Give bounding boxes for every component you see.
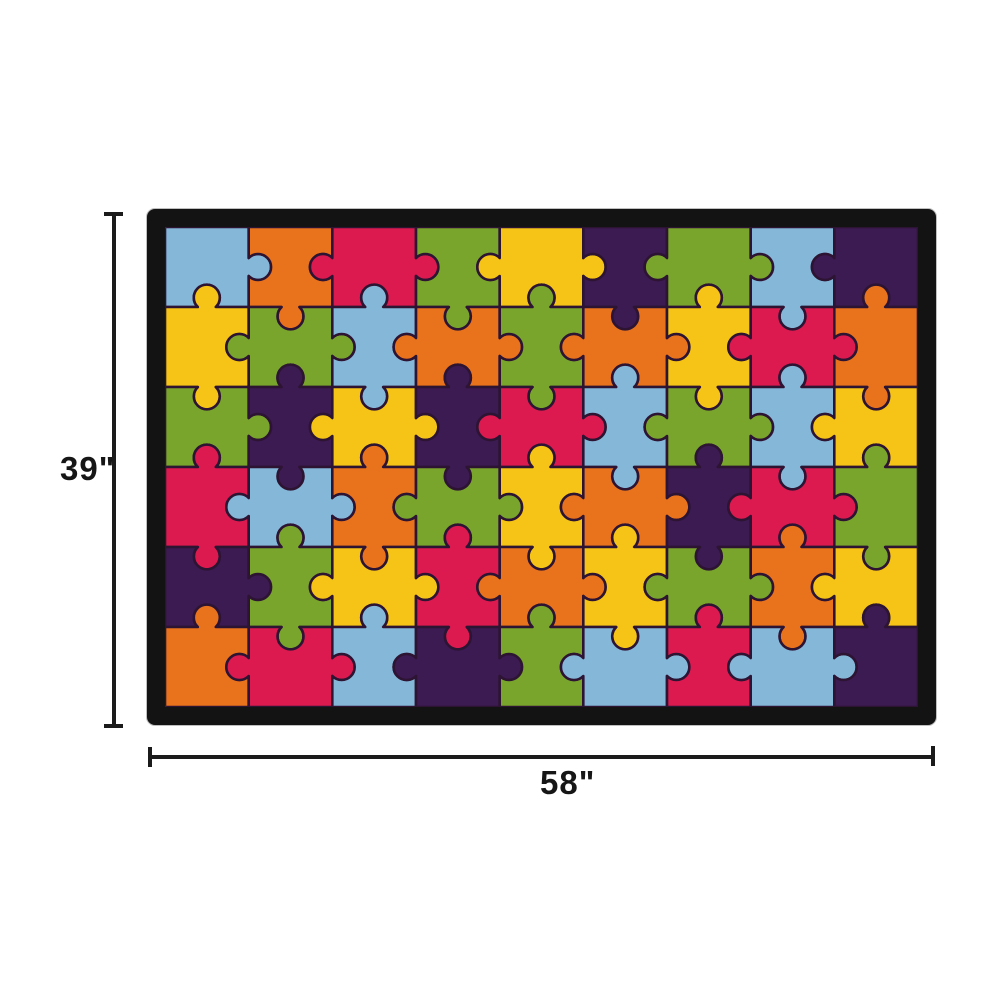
height-dimension-label: 39" xyxy=(60,450,116,487)
puzzle-rug xyxy=(147,209,936,725)
width-dimension-cap-left xyxy=(148,747,152,767)
width-dimension-cap-right xyxy=(931,746,935,766)
width-dimension-line xyxy=(150,755,934,759)
height-dimension-cap-top xyxy=(104,212,123,216)
width-dimension-label: 58" xyxy=(540,764,596,801)
height-dimension-line xyxy=(112,214,116,726)
rug-puzzle-svg xyxy=(165,227,918,707)
height-dimension-cap-bottom xyxy=(104,724,123,728)
